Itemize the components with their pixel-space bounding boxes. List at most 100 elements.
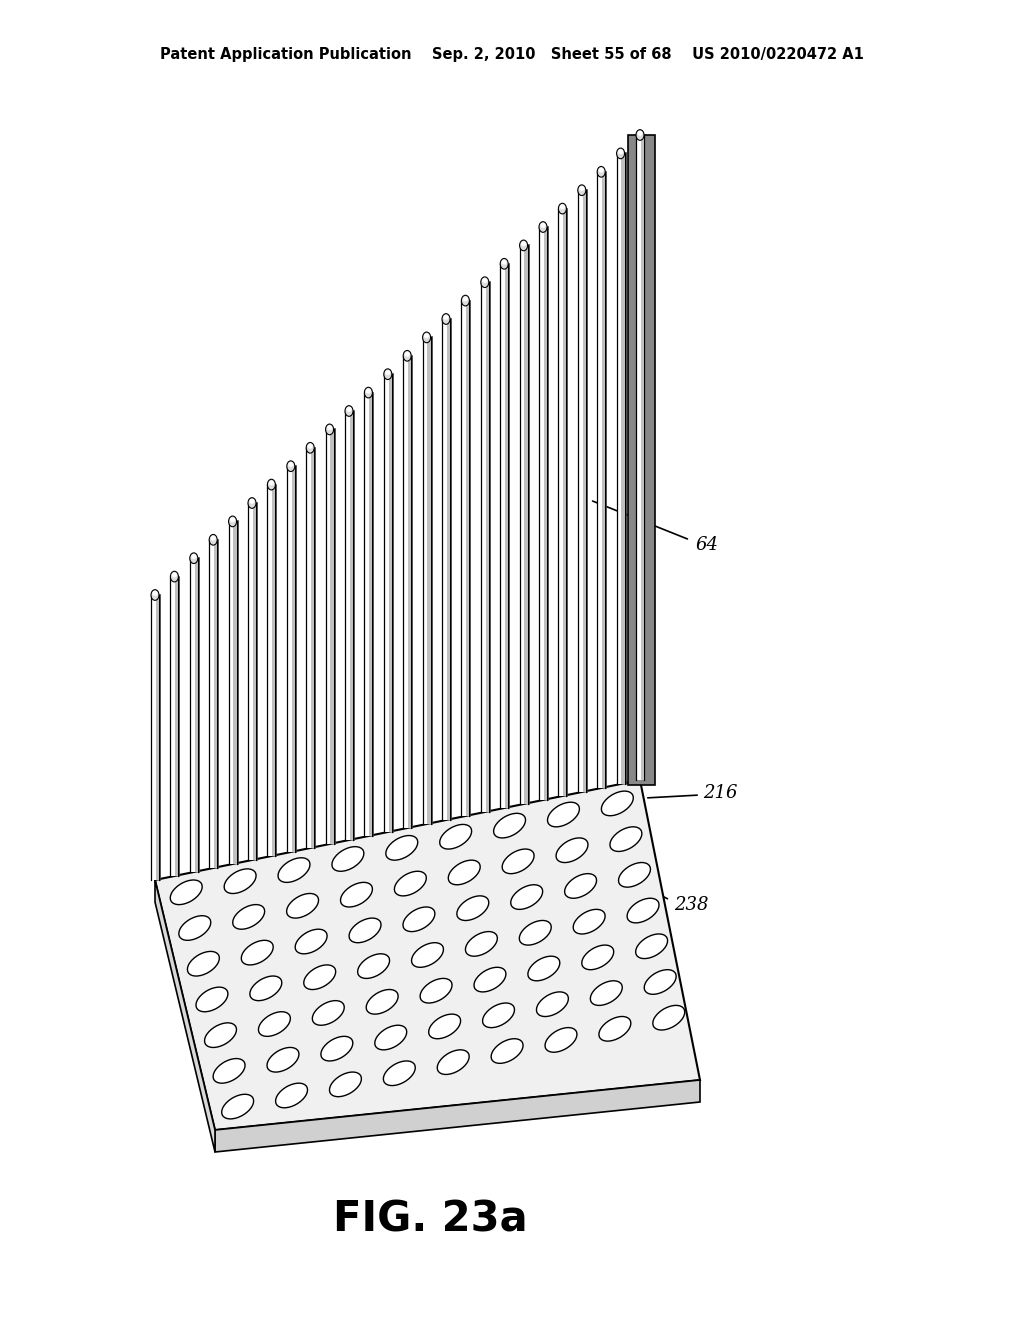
- Ellipse shape: [209, 535, 217, 545]
- Polygon shape: [155, 880, 215, 1152]
- Ellipse shape: [556, 838, 588, 862]
- Ellipse shape: [403, 907, 435, 932]
- Polygon shape: [331, 429, 334, 843]
- Ellipse shape: [541, 223, 546, 228]
- Polygon shape: [287, 466, 295, 851]
- Ellipse shape: [502, 260, 507, 264]
- Text: 238: 238: [674, 896, 709, 913]
- Ellipse shape: [616, 148, 625, 158]
- Ellipse shape: [636, 935, 668, 958]
- Ellipse shape: [367, 990, 398, 1014]
- Polygon shape: [151, 595, 159, 880]
- Polygon shape: [636, 135, 644, 780]
- Polygon shape: [189, 558, 198, 873]
- Polygon shape: [326, 429, 334, 843]
- Ellipse shape: [386, 836, 418, 861]
- Ellipse shape: [423, 333, 431, 343]
- Ellipse shape: [275, 1084, 307, 1107]
- Ellipse shape: [349, 919, 381, 942]
- Ellipse shape: [170, 572, 178, 582]
- Ellipse shape: [222, 1094, 254, 1119]
- Ellipse shape: [385, 370, 390, 375]
- Ellipse shape: [151, 590, 159, 601]
- Text: 216: 216: [703, 784, 737, 803]
- Polygon shape: [544, 227, 547, 800]
- Ellipse shape: [250, 499, 255, 504]
- Ellipse shape: [502, 849, 535, 874]
- Ellipse shape: [205, 1023, 237, 1048]
- Ellipse shape: [599, 1016, 631, 1041]
- Ellipse shape: [213, 1059, 245, 1084]
- Polygon shape: [228, 521, 237, 865]
- Polygon shape: [519, 246, 527, 804]
- Polygon shape: [195, 558, 198, 873]
- Ellipse shape: [457, 896, 488, 920]
- Ellipse shape: [279, 858, 310, 882]
- Ellipse shape: [307, 444, 312, 449]
- Ellipse shape: [224, 869, 256, 894]
- Text: FIG. 23a: FIG. 23a: [333, 1199, 527, 1241]
- Ellipse shape: [248, 498, 256, 508]
- Polygon shape: [597, 172, 605, 788]
- Ellipse shape: [599, 168, 604, 173]
- Polygon shape: [462, 301, 469, 816]
- Ellipse shape: [539, 222, 547, 232]
- Ellipse shape: [597, 166, 605, 177]
- Polygon shape: [311, 447, 314, 847]
- Polygon shape: [423, 338, 431, 824]
- Ellipse shape: [346, 407, 351, 412]
- Ellipse shape: [242, 940, 273, 965]
- Polygon shape: [622, 153, 625, 784]
- Ellipse shape: [500, 259, 508, 269]
- Ellipse shape: [268, 480, 274, 486]
- Polygon shape: [253, 503, 256, 861]
- Ellipse shape: [449, 861, 480, 884]
- Polygon shape: [583, 190, 586, 792]
- Ellipse shape: [492, 1039, 523, 1064]
- Ellipse shape: [153, 591, 158, 595]
- Ellipse shape: [306, 442, 314, 453]
- Ellipse shape: [481, 277, 488, 288]
- Ellipse shape: [403, 351, 412, 362]
- Polygon shape: [466, 301, 469, 816]
- Ellipse shape: [187, 952, 219, 975]
- Ellipse shape: [580, 186, 585, 191]
- Polygon shape: [524, 246, 527, 804]
- Polygon shape: [641, 135, 644, 780]
- Polygon shape: [233, 521, 237, 865]
- Ellipse shape: [519, 240, 527, 251]
- Ellipse shape: [196, 987, 228, 1011]
- Polygon shape: [248, 503, 256, 861]
- Ellipse shape: [442, 314, 450, 325]
- Polygon shape: [306, 447, 314, 847]
- Ellipse shape: [424, 334, 429, 338]
- Ellipse shape: [232, 904, 264, 929]
- Ellipse shape: [627, 898, 659, 923]
- Ellipse shape: [578, 185, 586, 195]
- Polygon shape: [446, 319, 450, 820]
- Ellipse shape: [394, 871, 426, 896]
- Ellipse shape: [375, 1026, 407, 1049]
- Ellipse shape: [618, 149, 624, 154]
- Ellipse shape: [341, 882, 373, 907]
- Polygon shape: [578, 190, 586, 792]
- Polygon shape: [156, 595, 159, 880]
- Text: Patent Application Publication    Sep. 2, 2010   Sheet 55 of 68    US 2010/02204: Patent Application Publication Sep. 2, 2…: [160, 48, 864, 62]
- Ellipse shape: [582, 945, 613, 970]
- Ellipse shape: [287, 461, 295, 471]
- Polygon shape: [558, 209, 566, 796]
- Ellipse shape: [636, 129, 644, 140]
- Polygon shape: [155, 780, 700, 1130]
- Polygon shape: [628, 135, 655, 785]
- Polygon shape: [539, 227, 547, 800]
- Ellipse shape: [644, 970, 676, 994]
- Ellipse shape: [482, 279, 487, 282]
- Polygon shape: [209, 540, 217, 869]
- Ellipse shape: [466, 932, 498, 956]
- Ellipse shape: [345, 405, 353, 416]
- Polygon shape: [272, 484, 275, 855]
- Polygon shape: [170, 577, 178, 876]
- Polygon shape: [365, 392, 373, 836]
- Polygon shape: [408, 356, 412, 828]
- Ellipse shape: [211, 536, 216, 541]
